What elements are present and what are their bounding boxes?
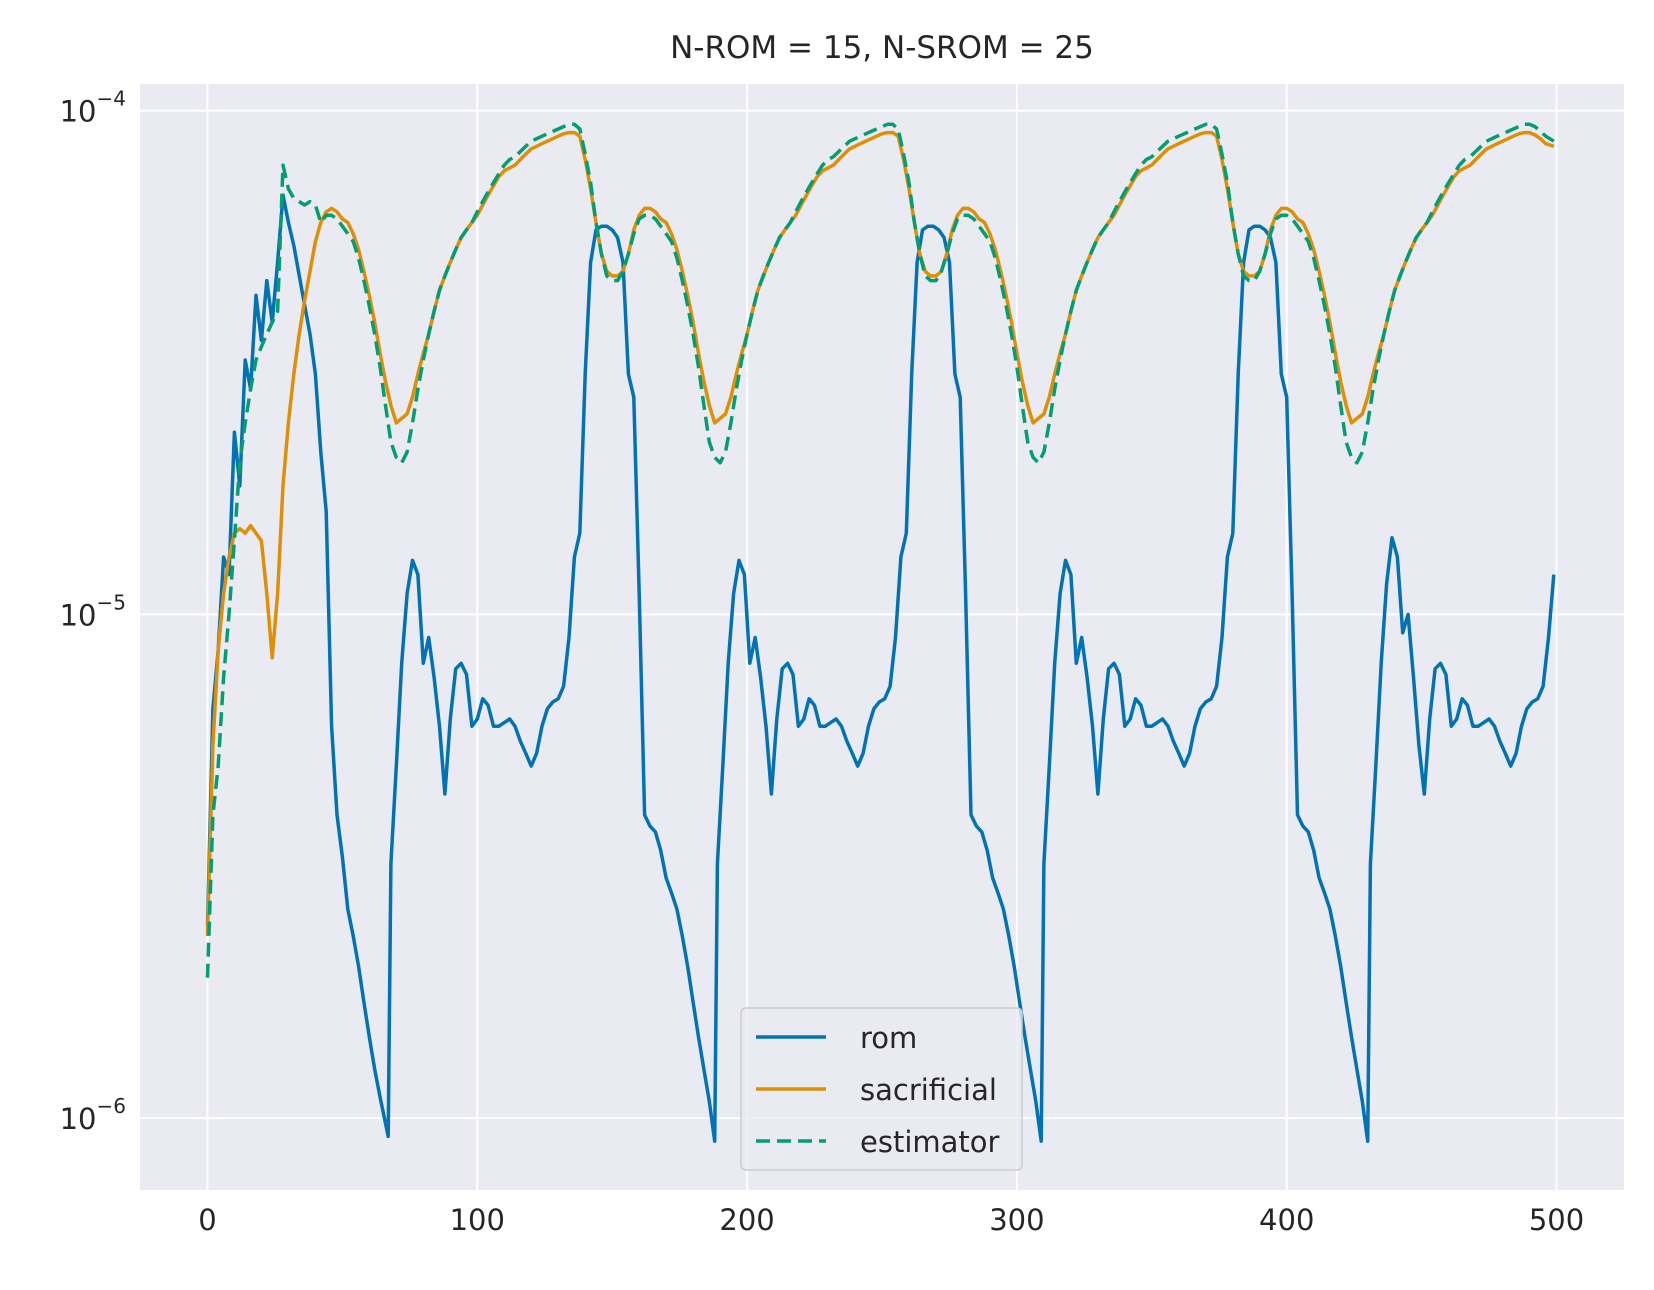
legend-label-sacrificial: sacrificial <box>860 1073 997 1107</box>
x-tick-label: 400 <box>1259 1203 1314 1237</box>
legend-label-estimator: estimator <box>860 1125 1000 1159</box>
plot-area <box>140 84 1624 1190</box>
series-line-estimator <box>205 122 1555 978</box>
x-tick-label: 0 <box>198 1203 216 1237</box>
x-tick-label: 500 <box>1529 1203 1584 1237</box>
tick-labels: 0 100 200 300 400 500 10−6 10−5 10−4 <box>60 87 1585 1237</box>
x-tick-label: 200 <box>719 1203 774 1237</box>
series-line-sacrificial <box>205 130 1555 936</box>
y-tick-label: 10−5 <box>60 590 126 632</box>
legend: rom sacrificial estimator <box>740 1007 1023 1171</box>
chart-title: N-ROM = 15, N-SROM = 25 <box>670 30 1094 66</box>
series-layer <box>205 122 1556 1143</box>
y-tick-label: 10−4 <box>60 87 126 129</box>
series-line-rom <box>205 193 1556 1143</box>
legend-label-rom: rom <box>860 1021 917 1055</box>
y-tick-label: 10−6 <box>60 1094 126 1136</box>
x-tick-label: 100 <box>450 1203 505 1237</box>
x-tick-label: 300 <box>989 1203 1044 1237</box>
legend-box <box>740 1007 1023 1171</box>
